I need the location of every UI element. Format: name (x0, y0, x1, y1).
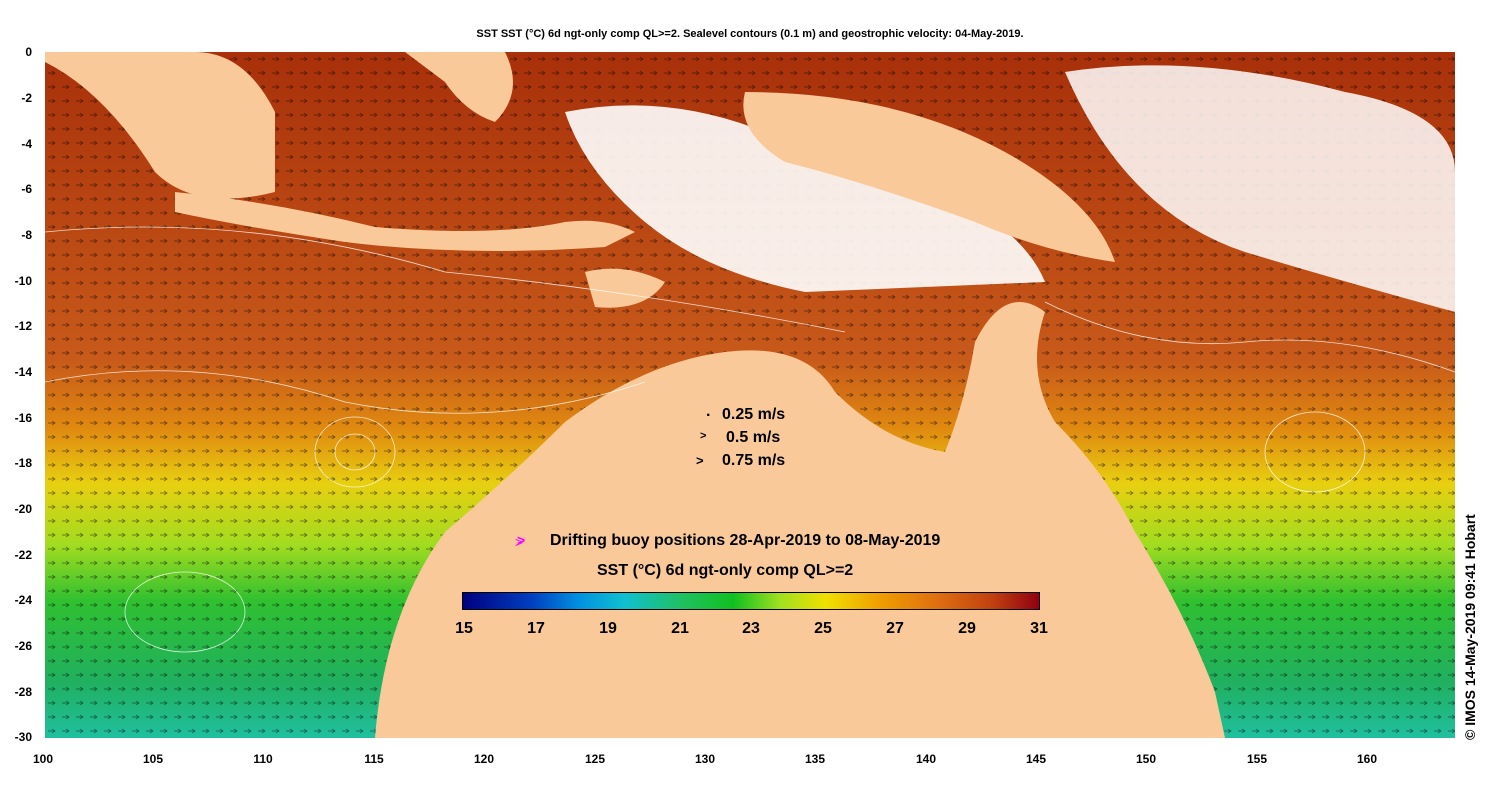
x-tick: 105 (142, 752, 164, 766)
y-tick: -2 (21, 91, 32, 105)
velocity-legend-arrow-large: > (696, 453, 704, 468)
buoy-legend-label: Drifting buoy positions 28-Apr-2019 to 0… (550, 532, 941, 549)
x-tick: 130 (694, 752, 716, 766)
cloud-gap-banda (565, 105, 1045, 292)
buoy-legend-symbol: > (517, 532, 526, 548)
land-borneo-south (405, 52, 513, 122)
y-tick: -4 (21, 137, 32, 151)
y-tick: -28 (14, 685, 32, 699)
y-tick: -10 (14, 274, 32, 288)
y-tick: -20 (14, 502, 32, 516)
x-tick: 110 (253, 752, 273, 766)
map-title: SST SST (°C) 6d ngt-only comp QL>=2. Sea… (476, 28, 1024, 40)
y-tick: -16 (14, 411, 32, 425)
velocity-legend-arrow-small: · (706, 407, 712, 424)
velocity-legend-label: 0.75 m/s (722, 452, 786, 469)
x-tick: 140 (915, 752, 937, 766)
colorbar-tick: 23 (742, 620, 760, 637)
x-tick: 125 (584, 752, 606, 766)
colorbar-tick: 21 (671, 620, 689, 637)
sealevel-contours (45, 226, 1455, 653)
y-tick: 0 (25, 45, 32, 59)
x-tick: 120 (473, 752, 495, 766)
y-tick: -30 (14, 730, 32, 744)
colorbar-tick: 15 (455, 620, 473, 637)
y-tick: -12 (14, 319, 32, 333)
land-sumatra (45, 52, 275, 199)
colorbar (462, 592, 1040, 610)
colorbar-tick: 25 (814, 620, 832, 637)
y-tick: -24 (14, 593, 32, 607)
land-new-guinea (743, 92, 1115, 262)
velocity-legend-label: 0.5 m/s (726, 429, 781, 446)
colorbar-title: SST (°C) 6d ngt-only comp QL>=2 (597, 562, 854, 579)
y-tick: -14 (14, 365, 32, 379)
colorbar-tick: 29 (958, 620, 976, 637)
colorbar-tick: 27 (886, 620, 904, 637)
x-tick: 100 (32, 752, 54, 766)
x-tick: 145 (1025, 752, 1047, 766)
x-tick: 150 (1135, 752, 1157, 766)
land-java-islands (175, 192, 635, 251)
sst-map-canvas: > (45, 52, 1455, 738)
y-tick: -8 (21, 228, 32, 242)
x-tick: 160 (1356, 752, 1378, 766)
x-tick: 115 (364, 752, 384, 766)
copyright-notice: © IMOS 14-May-2019 09:41 Hobart (1462, 514, 1478, 740)
velocity-legend-arrow-medium: > (700, 430, 707, 442)
colorbar-tick: 17 (527, 620, 545, 637)
buoy-symbol: > (515, 534, 523, 550)
x-tick: 155 (1246, 752, 1268, 766)
colorbar-tick: 19 (599, 620, 617, 637)
sst-map: > (45, 52, 1455, 738)
y-tick: -18 (14, 456, 32, 470)
velocity-legend-label: 0.25 m/s (722, 406, 786, 423)
y-tick: -26 (14, 639, 32, 653)
land-australia (375, 302, 1225, 738)
land-timor (585, 268, 665, 308)
y-tick: -6 (21, 182, 32, 196)
x-tick: 135 (804, 752, 826, 766)
y-tick: -22 (14, 548, 32, 562)
colorbar-tick: 31 (1030, 620, 1048, 637)
cloud-gap-pacific (1065, 65, 1455, 312)
